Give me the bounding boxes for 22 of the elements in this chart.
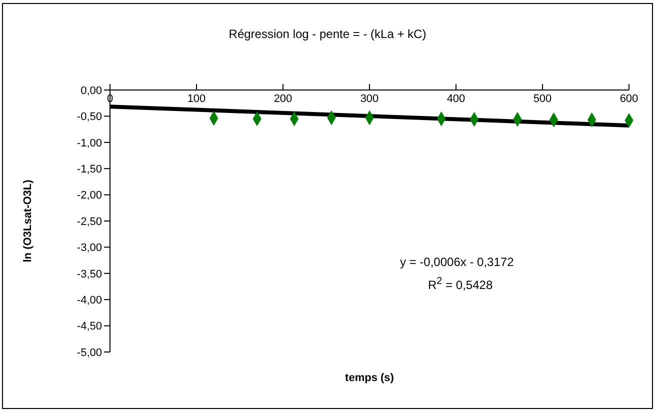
y-tick-label: -3,50 bbox=[76, 268, 102, 280]
y-axis-title: ln (O3Lsat-O3L) bbox=[22, 180, 34, 262]
y-tick-label: -4,50 bbox=[76, 320, 102, 333]
y-tick-label: 0,00 bbox=[80, 84, 102, 97]
y-tick-label: -1,00 bbox=[76, 137, 102, 150]
y-tick-label: -4,00 bbox=[76, 294, 102, 307]
x-tick-label: 300 bbox=[360, 93, 379, 105]
x-axis-title: temps (s) bbox=[344, 372, 395, 384]
x-tick-label: 200 bbox=[274, 93, 292, 105]
x-tick-label: 600 bbox=[620, 93, 638, 105]
y-tick-label: -2,00 bbox=[76, 190, 102, 202]
x-tick-label: 500 bbox=[533, 93, 552, 105]
chart-title: Régression log - pente = - (kLa + kC) bbox=[228, 27, 428, 41]
y-tick-label: -0,50 bbox=[76, 111, 102, 124]
y-tick-label: -5,00 bbox=[76, 346, 102, 359]
x-tick-label: 100 bbox=[187, 93, 206, 105]
y-tick-label: -1,50 bbox=[76, 164, 102, 176]
y-tick-label: -3,00 bbox=[76, 242, 102, 254]
x-tick-label: 400 bbox=[446, 93, 466, 105]
annotation: R$^{2}$ = 0,5428 bbox=[428, 276, 493, 292]
y-tick-label: -2,50 bbox=[76, 216, 102, 228]
annotation: y = -0,0006x - 0,3172 bbox=[400, 255, 514, 269]
